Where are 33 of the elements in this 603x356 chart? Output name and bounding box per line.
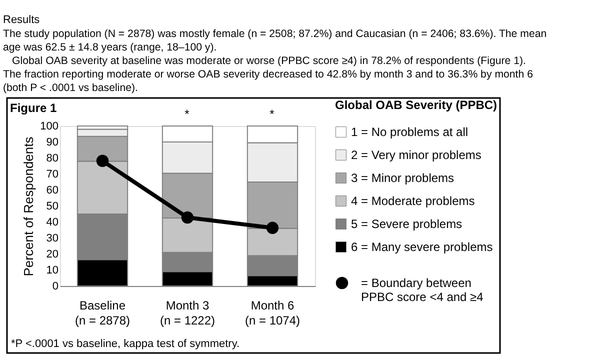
- text: Results: [3, 14, 40, 26]
- text: *P <.0001 vs baseline, kappa test of symmetry.: [11, 338, 240, 350]
- x-tick-label: Month 3 (n = 1222): [160, 298, 216, 328]
- y-tick-label: 100: [40, 120, 58, 132]
- point: [266, 222, 279, 234]
- text: The study population (N = 2878) was mostly female (n = 2508; 87.2%) and Caucasian (n = 2406; 83.6%). The mean age was 62.5 ± 14.8 years (range, 18–100 y).: [3, 28, 547, 54]
- y-tick-label: 0: [52, 280, 58, 292]
- point: [181, 211, 194, 224]
- y-tick-label: 70: [46, 168, 58, 180]
- chart-title: Figure 1: [10, 101, 57, 115]
- x-tick-label: Month 6 (n = 1074): [244, 298, 300, 328]
- legend-label: 6 = Many severe problems: [351, 240, 493, 254]
- legend-label: = Boundary between PPBC score <4 and ≥4: [361, 276, 484, 304]
- point: [96, 154, 109, 167]
- legend-label: 3 = Minor problems: [351, 171, 454, 185]
- y-tick-label: 30: [46, 232, 58, 244]
- y-tick-label: 10: [46, 264, 58, 276]
- legend-title: Global OAB Severity (PPBC): [335, 98, 498, 112]
- legend-label: 2 = Very minor problems: [351, 148, 482, 162]
- legend-label: 1 = No problems at all: [351, 125, 468, 139]
- y-tick-label: 80: [46, 152, 58, 164]
- y-tick-label: 40: [46, 216, 58, 228]
- legend-label: 5 = Severe problems: [351, 217, 462, 231]
- text: *: [184, 107, 190, 121]
- y-tick-label: 90: [46, 136, 58, 148]
- x-tick-label: Baseline (n = 2878): [74, 298, 130, 328]
- y-tick-label: 20: [46, 248, 58, 260]
- text: *: [270, 107, 275, 121]
- y-tick-label: 50: [46, 200, 58, 212]
- y-tick-label: 60: [46, 184, 58, 196]
- text: Global OAB severity at baseline was moderate or worse (PPBC score ≥4) in 78.2% of respondents (Figure 1). The fraction reporting moderate or worse OAB severity decreased to 42.8% by month 3 and to 36.3% by month 6 (both P < .0001 vs baseline).: [3, 55, 534, 94]
- legend-label: 4 = Moderate problems: [351, 194, 475, 208]
- y-axis-title: Percent of Respondents: [21, 136, 36, 276]
